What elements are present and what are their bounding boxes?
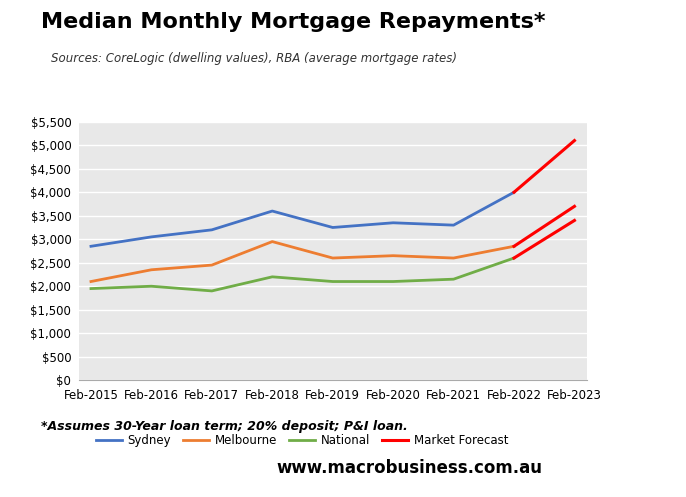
Text: BUSINESS: BUSINESS [552,55,653,73]
Legend: Sydney, Melbourne, National, Market Forecast: Sydney, Melbourne, National, Market Fore… [91,429,513,452]
Text: *Assumes 30-Year loan term; 20% deposit; P&I loan.: *Assumes 30-Year loan term; 20% deposit;… [41,420,408,433]
Text: Sources: CoreLogic (dwelling values), RBA (average mortgage rates): Sources: CoreLogic (dwelling values), RB… [51,52,458,65]
Text: Median Monthly Mortgage Repayments*: Median Monthly Mortgage Repayments* [41,12,545,32]
Text: MACRO: MACRO [566,25,639,43]
Text: www.macrobusiness.com.au: www.macrobusiness.com.au [276,459,542,477]
